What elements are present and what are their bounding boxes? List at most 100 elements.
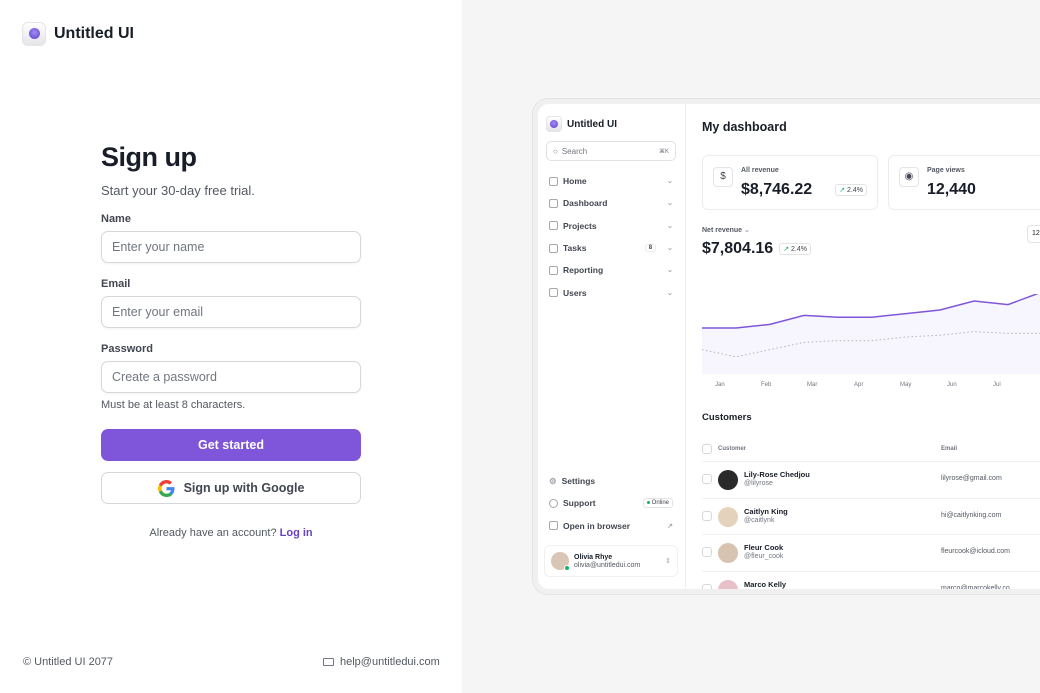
net-revenue-value: $7,804.16 xyxy=(702,240,774,257)
currency-icon: $ xyxy=(713,167,733,187)
subtitle: Start your 30-day free trial. xyxy=(101,183,255,198)
google-signup-button[interactable]: Sign up with Google xyxy=(101,472,361,504)
table-row: Marco Kelly marco@marcokelly.co xyxy=(702,570,1040,590)
chevron-down-icon: ⌄ xyxy=(667,289,673,297)
brand-name: Untitled UI xyxy=(54,25,134,42)
series-line-2 xyxy=(702,331,1040,358)
customer-name: Lily-Rose Chedjou xyxy=(744,470,810,479)
nav-label: Home xyxy=(563,176,587,187)
card-value: 12,440 xyxy=(927,181,976,198)
login-link[interactable]: Log in xyxy=(279,527,313,539)
nav-label: Tasks xyxy=(563,243,587,254)
nav-icon xyxy=(549,176,558,186)
chevron-selector-icon: ⇕ xyxy=(665,558,671,565)
support-email-text[interactable]: help@untitledui.com xyxy=(340,656,440,668)
avatar xyxy=(718,506,738,527)
preview-brand: Untitled UI xyxy=(567,118,617,130)
search-icon: ○ xyxy=(553,146,558,156)
x-tick-label: Jun xyxy=(947,382,957,388)
nav-badge: 8 xyxy=(644,244,657,253)
nav-label: Users xyxy=(563,287,587,298)
col-customer: Customer xyxy=(718,446,747,452)
signup-panel: Untitled UI Sign up Start your 30-day fr… xyxy=(0,0,462,693)
mail-icon xyxy=(323,658,334,666)
support-email[interactable]: help@untitledui.com xyxy=(323,656,440,668)
external-link-icon: ↗ xyxy=(667,522,673,530)
chevron-down-icon: ⌄ xyxy=(667,222,673,230)
avatar xyxy=(718,579,738,589)
customer-handle: @lilyrose xyxy=(744,480,773,487)
customers-title: Customers xyxy=(702,412,752,423)
nav-support: Support Online xyxy=(546,492,676,514)
online-text: Online xyxy=(651,500,669,507)
eye-icon: ◉ xyxy=(899,167,919,187)
card-label: Page views xyxy=(927,167,965,174)
nav-item-dashboard: Dashboard ⌄ xyxy=(546,192,676,214)
net-revenue-label: Net revenue ⌄ xyxy=(702,227,750,234)
nav-icon xyxy=(549,243,558,253)
col-email: Email xyxy=(941,446,958,452)
row-checkbox xyxy=(702,547,712,557)
nav-item-home: Home ⌄ xyxy=(546,170,676,192)
change-badge: ↗ 2.4% xyxy=(835,184,867,196)
x-tick-label: Mar xyxy=(807,382,818,388)
chevron-down-icon: ⌄ xyxy=(667,267,673,275)
avatar xyxy=(718,543,738,563)
get-started-button[interactable]: Get started xyxy=(101,429,361,461)
email-input[interactable] xyxy=(101,296,361,328)
nav-label: Reporting xyxy=(563,265,604,276)
nav-item-tasks: Tasks 8 ⌄ xyxy=(546,237,676,259)
preview-search: ○ Search ⌘K xyxy=(546,141,676,161)
open-browser-label: Open in browser xyxy=(563,520,631,531)
copyright: © Untitled UI 2077 xyxy=(23,656,114,668)
login-prompt-text: Already have an account? xyxy=(149,527,277,539)
preview-panel: Untitled UI ○ Search ⌘K Home ⌄ Dashboard ⌄ Pro… xyxy=(462,0,1040,693)
support-icon xyxy=(549,498,558,508)
name-label: Name xyxy=(101,213,131,225)
avatar xyxy=(718,470,738,490)
nav-label: Projects xyxy=(563,220,597,231)
customer-name: Caitlyn King xyxy=(744,506,788,516)
online-badge: Online xyxy=(642,498,673,509)
search-placeholder: Search xyxy=(561,146,588,156)
page-title: Sign up xyxy=(101,142,197,172)
nav-icon xyxy=(549,221,558,231)
preview-user: Olivia Rhye olivia@untitledui.com ⇕ xyxy=(544,545,678,577)
revenue-chart xyxy=(702,294,1040,374)
password-input[interactable] xyxy=(101,361,361,393)
customer-email: marco@marcokelly.co xyxy=(941,584,1010,590)
nav-icon xyxy=(549,198,558,208)
logo: Untitled UI xyxy=(22,22,134,46)
customer-name: Fleur Cook xyxy=(744,543,784,552)
customer-name: Marco Kelly xyxy=(744,579,787,589)
nav-icon xyxy=(549,265,558,275)
x-tick-label: Apr xyxy=(854,382,864,388)
chevron-down-icon: ⌄ xyxy=(667,178,673,186)
card-value: $8,746.22 xyxy=(741,181,813,198)
preview-logo: Untitled UI xyxy=(546,116,617,132)
user-email: olivia@untitledui.com xyxy=(574,561,641,569)
net-revenue: $7,804.16 ↗ 2.4% xyxy=(702,240,811,258)
customer-handle: @fleur_cook xyxy=(744,553,784,560)
nav-open-browser: Open in browser ↗ xyxy=(546,515,676,537)
preview-sidebar: Untitled UI ○ Search ⌘K Home ⌄ Dashboard ⌄ Pro… xyxy=(538,104,686,589)
logo-mark-icon xyxy=(22,22,46,46)
select-all-checkbox xyxy=(702,444,712,454)
name-input[interactable] xyxy=(101,231,361,263)
series-line-1 xyxy=(702,294,1039,329)
table-row: Lily-Rose Chedjou @lilyrose lilyrose@gmail… xyxy=(702,461,1040,497)
customer-handle: @caitlynk xyxy=(744,516,775,524)
gear-icon: ⚙ xyxy=(549,475,557,486)
nav-item-users: Users ⌄ xyxy=(546,281,676,303)
customer-email: fleurcook@icloud.com xyxy=(941,548,1010,555)
row-checkbox xyxy=(702,474,712,484)
x-tick-label: Jan xyxy=(715,382,725,388)
date-button: 12 xyxy=(1027,225,1040,243)
layout-icon xyxy=(549,521,558,531)
chevron-down-icon: ⌄ xyxy=(667,200,673,208)
logo-mark-icon xyxy=(546,116,562,132)
preview-nav: Home ⌄ Dashboard ⌄ Projects ⌄ Tasks 8 ⌄ Reporting… xyxy=(546,170,676,304)
chevron-down-icon: ⌄ xyxy=(744,227,750,234)
password-label: Password xyxy=(101,343,153,355)
